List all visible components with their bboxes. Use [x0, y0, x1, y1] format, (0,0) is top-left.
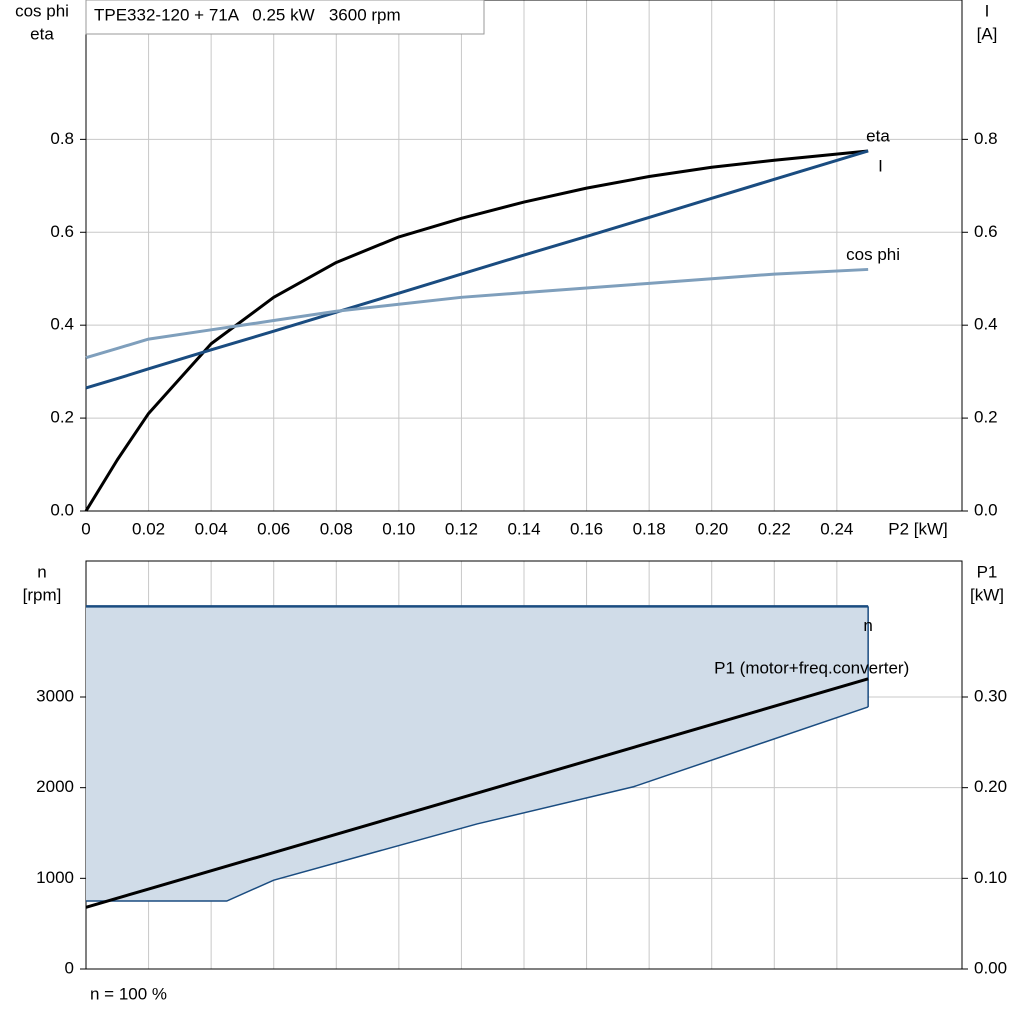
- line: [85, 677, 869, 909]
- line: [84, 149, 869, 512]
- y-tick-label: 0.6: [50, 222, 74, 241]
- line: [85, 149, 869, 390]
- y2-axis-label: P1: [977, 562, 998, 581]
- y2-axis-label: [A]: [977, 24, 998, 43]
- area-lower-edge: [86, 706, 869, 902]
- series-label: eta: [866, 126, 890, 145]
- x-tick-label: 0.06: [257, 519, 290, 538]
- x-tick-label: 0.02: [132, 519, 165, 538]
- y-tick-label: 0.8: [50, 129, 74, 148]
- y2-tick-label: 0.0: [974, 500, 998, 519]
- y2-tick-label: 0.00: [974, 958, 1007, 977]
- plot-frame: [85, 0, 963, 512]
- x-tick-label: 0.18: [633, 519, 666, 538]
- x-tick-label: 0: [81, 519, 90, 538]
- series-label: n: [863, 616, 872, 635]
- y-axis-label: [rpm]: [23, 585, 62, 604]
- series-label: I: [878, 156, 883, 175]
- y2-tick-label: 0.2: [974, 408, 998, 427]
- chart-title: TPE332-120 + 71A 0.25 kW 3600 rpm: [94, 5, 401, 24]
- series-label: P1 (motor+freq.converter): [714, 658, 909, 677]
- x-tick-label: 0.22: [758, 519, 791, 538]
- y2-tick-label: 0.8: [974, 129, 998, 148]
- x-tick-label: 0.24: [820, 519, 853, 538]
- y2-tick-label: 0.30: [974, 686, 1007, 705]
- y-axis-label: n: [37, 562, 46, 581]
- line: [85, 267, 869, 360]
- y2-axis-label: [kW]: [970, 585, 1004, 604]
- x-axis-label: P2 [kW]: [888, 519, 948, 538]
- y-tick-label: 0.2: [50, 408, 74, 427]
- y-tick-label: 0.0: [50, 500, 74, 519]
- x-tick-label: 0.04: [195, 519, 228, 538]
- y2-axis-label: I: [985, 1, 990, 20]
- area: [86, 606, 869, 901]
- footer-note: n = 100 %: [90, 984, 167, 1003]
- title-box: [85, 0, 485, 35]
- x-tick-label: 0.10: [382, 519, 415, 538]
- y-tick-label: 0: [65, 958, 74, 977]
- y-axis-label: cos phi: [15, 1, 69, 20]
- y2-tick-label: 0.4: [974, 315, 998, 334]
- y2-tick-label: 0.10: [974, 868, 1007, 887]
- x-tick-label: 0.16: [570, 519, 603, 538]
- x-tick-label: 0.08: [320, 519, 353, 538]
- y-tick-label: 3000: [36, 686, 74, 705]
- y-axis-label: eta: [30, 24, 54, 43]
- series-label: cos phi: [846, 245, 900, 264]
- y2-tick-label: 0.6: [974, 222, 998, 241]
- x-tick-label: 0.12: [445, 519, 478, 538]
- y-tick-label: 1000: [36, 868, 74, 887]
- x-tick-label: 0.14: [507, 519, 540, 538]
- y-tick-label: 0.4: [50, 315, 74, 334]
- y2-tick-label: 0.20: [974, 777, 1007, 796]
- y-tick-label: 2000: [36, 777, 74, 796]
- x-tick-label: 0.20: [695, 519, 728, 538]
